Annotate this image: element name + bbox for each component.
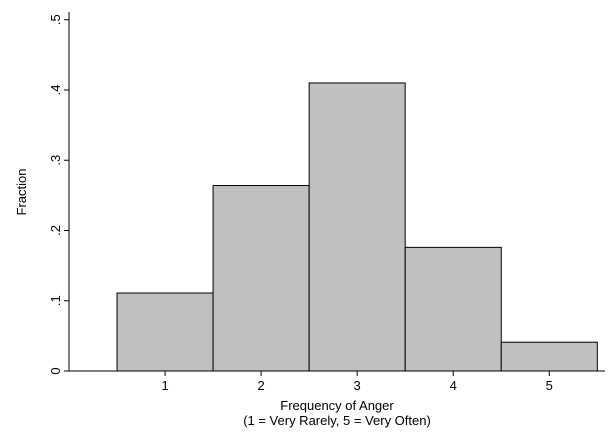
y-tick-label: 0	[48, 367, 63, 374]
y-tick-label: .3	[48, 155, 63, 166]
y-tick-label: .4	[48, 85, 63, 96]
x-tick-label: 2	[257, 378, 264, 393]
bar	[116, 292, 214, 372]
x-tick-label: 4	[450, 378, 457, 393]
x-axis-title: Frequency of Anger	[280, 398, 394, 413]
y-tick-label: .1	[48, 295, 63, 306]
bar	[308, 82, 406, 372]
x-tick-label: 3	[354, 378, 361, 393]
x-axis-title: (1 = Very Rarely, 5 = Very Often)	[243, 413, 431, 428]
y-tick-label: .5	[48, 14, 63, 25]
y-tick-label: .2	[48, 225, 63, 236]
x-tick-label: 5	[546, 378, 553, 393]
bar	[500, 341, 598, 372]
bar	[404, 246, 502, 372]
bar	[212, 185, 310, 372]
y-axis-title: Fraction	[14, 169, 29, 216]
x-tick-label: 1	[161, 378, 168, 393]
